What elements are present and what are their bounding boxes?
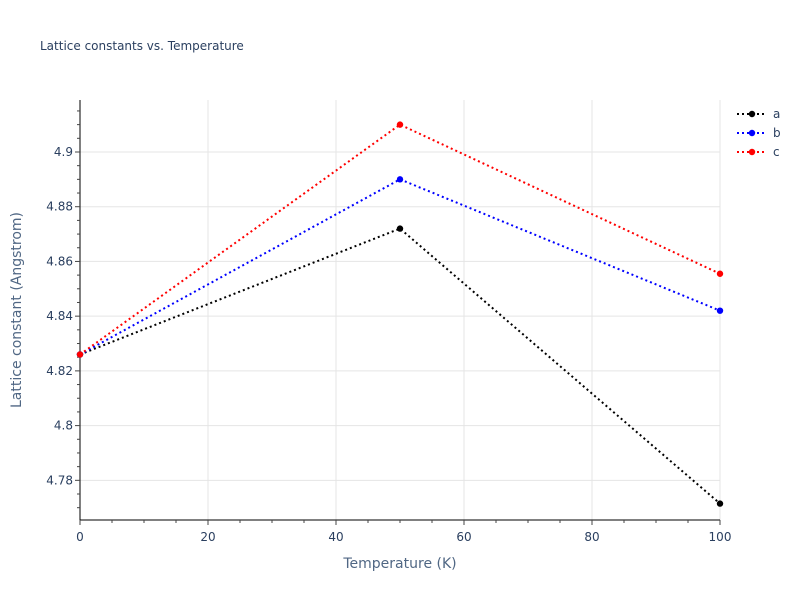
- y-tick-label: 4.78: [46, 473, 73, 487]
- legend-item-a[interactable]: a: [737, 107, 780, 121]
- y-tick-label: 4.84: [46, 309, 73, 323]
- grid: [80, 100, 721, 520]
- x-tick-label: 20: [200, 530, 215, 544]
- x-tick-label: 0: [76, 530, 84, 544]
- x-tick-label: 40: [328, 530, 343, 544]
- legend-marker: [748, 110, 756, 118]
- series-group: [76, 121, 724, 507]
- legend-label: c: [773, 145, 780, 159]
- y-tick-label: 4.8: [54, 419, 73, 433]
- legend[interactable]: abc: [737, 107, 781, 159]
- y-tick-label: 4.86: [46, 254, 73, 268]
- chart-title: Lattice constants vs. Temperature: [40, 39, 244, 53]
- y-axis-title: Lattice constant (Angstrom): [9, 212, 25, 408]
- x-tick-label: 80: [584, 530, 599, 544]
- x-axis-ticks: 0 20 40 60 80 100: [76, 530, 731, 544]
- legend-label: a: [773, 107, 780, 121]
- y-tick-label: 4.82: [46, 364, 73, 378]
- y-tick-label: 4.9: [54, 145, 73, 159]
- data-point-a: [396, 225, 404, 232]
- data-point-a: [716, 500, 724, 507]
- x-tick-label: 100: [709, 530, 732, 544]
- data-point-c: [76, 351, 84, 358]
- series-line-a: [79, 227, 721, 505]
- data-point-b: [396, 176, 404, 183]
- axes: [75, 100, 721, 525]
- legend-marker: [748, 148, 756, 156]
- y-tick-label: 4.88: [46, 200, 73, 214]
- legend-marker: [748, 129, 756, 137]
- series-line-c: [79, 123, 721, 356]
- legend-item-c[interactable]: c: [737, 145, 780, 159]
- y-axis-ticks: 4.78 4.8 4.82 4.84 4.86 4.88 4.9: [46, 145, 73, 487]
- series-line-b: [79, 178, 721, 356]
- data-point-c: [396, 121, 404, 128]
- data-point-b: [716, 307, 724, 314]
- x-axis-title: Temperature (K): [342, 556, 456, 572]
- data-point-c: [716, 270, 724, 277]
- legend-label: b: [773, 126, 781, 140]
- x-tick-label: 60: [456, 530, 471, 544]
- legend-item-b[interactable]: b: [737, 126, 781, 140]
